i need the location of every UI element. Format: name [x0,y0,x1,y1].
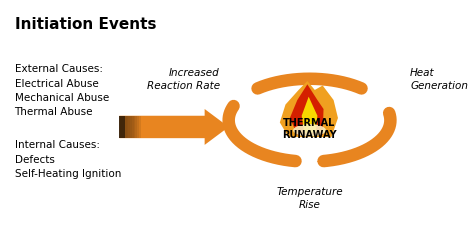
FancyArrow shape [119,116,136,138]
Text: Internal Causes:
Defects
Self-Heating Ignition: Internal Causes: Defects Self-Heating Ig… [15,141,121,179]
Ellipse shape [293,124,326,136]
FancyArrow shape [119,116,141,138]
Text: Increased
Reaction Rate: Increased Reaction Rate [147,68,220,91]
Polygon shape [301,97,318,133]
Text: Temperature
Rise: Temperature Rise [276,187,343,210]
Polygon shape [280,81,338,137]
Text: External Causes:
Electrical Abuse
Mechanical Abuse
Thermal Abuse: External Causes: Electrical Abuse Mechan… [15,64,109,117]
FancyArrow shape [119,116,134,138]
FancyArrow shape [119,116,137,138]
FancyArrow shape [119,109,228,145]
FancyArrow shape [119,116,132,138]
Polygon shape [290,84,324,135]
FancyArrow shape [119,116,130,138]
Text: THERMAL
RUNAWAY: THERMAL RUNAWAY [282,118,337,140]
Text: Initiation Events: Initiation Events [15,17,156,32]
FancyArrow shape [119,116,139,138]
FancyArrow shape [119,116,125,138]
Text: Heat
Generation: Heat Generation [410,68,468,91]
